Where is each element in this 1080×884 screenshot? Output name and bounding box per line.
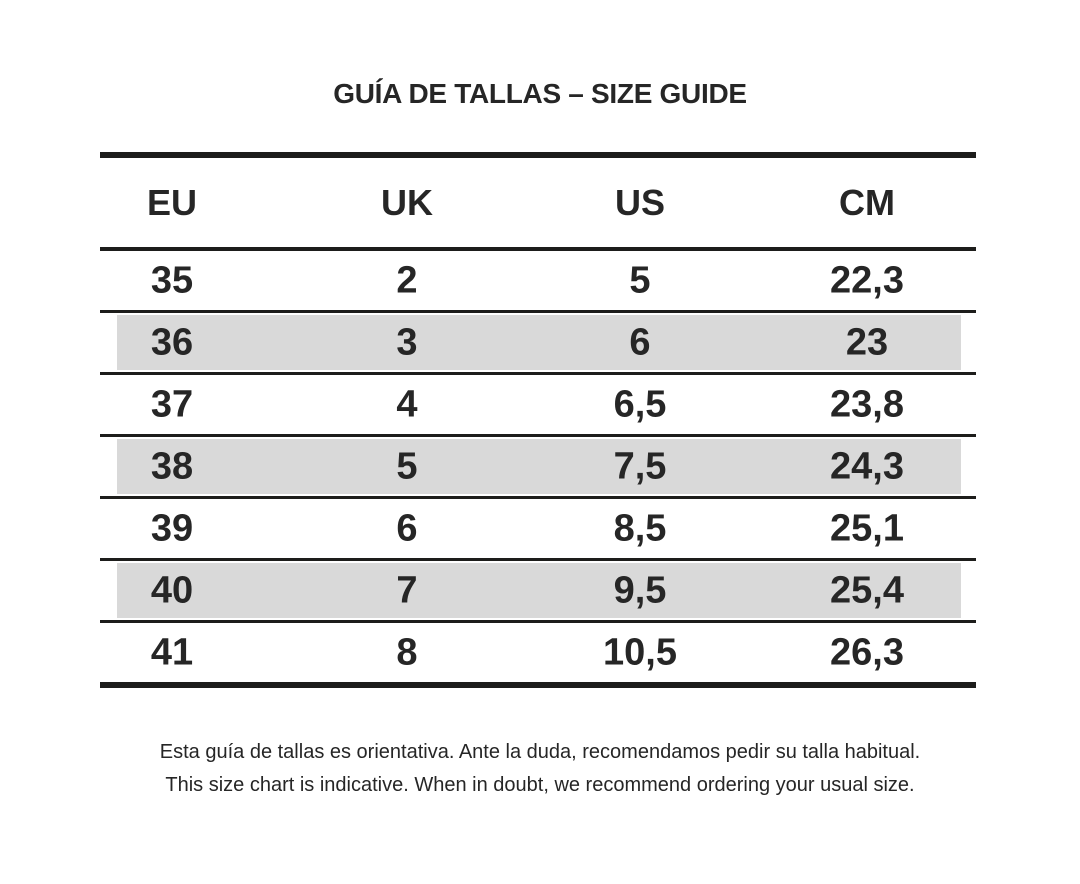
table-top-border xyxy=(100,152,976,158)
cell-eu: 40 xyxy=(150,569,194,611)
cell-us: 8,5 xyxy=(613,507,667,549)
size-guide-notes: Esta guía de tallas es orientativa. Ante… xyxy=(0,736,1080,802)
cell-cm: 25,4 xyxy=(830,569,904,611)
cell-us: 5 xyxy=(629,259,651,301)
cell-cm: 25,1 xyxy=(830,507,904,549)
header-cell-cm: CM xyxy=(839,181,895,223)
row-divider xyxy=(100,496,976,499)
table-row: 38 5 7,5 24,3 xyxy=(100,437,976,496)
header-cell-eu: EU xyxy=(146,181,198,223)
cell-cm: 24,3 xyxy=(830,445,904,487)
cell-uk: 7 xyxy=(396,569,418,611)
cell-us: 6 xyxy=(629,321,651,363)
cell-eu: 39 xyxy=(150,507,194,549)
table-row: 39 6 8,5 25,1 xyxy=(100,499,976,558)
cell-uk: 5 xyxy=(396,445,418,487)
header-divider xyxy=(100,247,976,251)
table-row: 40 7 9,5 25,4 xyxy=(100,561,976,620)
cell-us: 6,5 xyxy=(613,383,667,425)
table-row: 37 4 6,5 23,8 xyxy=(100,375,976,434)
table-row: 35 2 5 22,3 xyxy=(100,251,976,310)
size-guide-title: GUÍA DE TALLAS – SIZE GUIDE xyxy=(333,78,747,109)
cell-uk: 2 xyxy=(396,259,418,301)
row-divider xyxy=(100,434,976,437)
table-bottom-border xyxy=(100,682,976,688)
row-divider xyxy=(100,558,976,561)
cell-us: 9,5 xyxy=(613,569,667,611)
cell-us: 7,5 xyxy=(613,445,667,487)
size-guide-note-es: Esta guía de tallas es orientativa. Ante… xyxy=(159,741,921,763)
cell-eu: 36 xyxy=(150,321,194,363)
table-row: 41 8 10,5 26,3 xyxy=(100,623,976,682)
cell-cm: 23 xyxy=(845,321,889,363)
size-table: EU UK US CM 35 2 5 22,3 36 3 6 23 37 4 6… xyxy=(100,152,976,688)
cell-cm: 23,8 xyxy=(830,383,904,425)
row-divider xyxy=(100,372,976,375)
size-table-header: EU UK US CM xyxy=(100,158,976,247)
cell-uk: 8 xyxy=(396,631,418,673)
table-row: 36 3 6 23 xyxy=(100,313,976,372)
cell-cm: 26,3 xyxy=(830,631,904,673)
cell-eu: 37 xyxy=(150,383,194,425)
header-cell-us: US xyxy=(614,181,666,223)
cell-cm: 22,3 xyxy=(830,259,904,301)
cell-uk: 6 xyxy=(396,507,418,549)
cell-uk: 3 xyxy=(396,321,418,363)
cell-eu: 41 xyxy=(150,631,194,673)
cell-eu: 38 xyxy=(150,445,194,487)
cell-uk: 4 xyxy=(396,383,418,425)
cell-us: 10,5 xyxy=(603,631,677,673)
size-guide-note-en: This size chart is indicative. When in d… xyxy=(165,774,915,796)
row-divider xyxy=(100,620,976,623)
row-divider xyxy=(100,310,976,313)
cell-eu: 35 xyxy=(150,259,194,301)
header-cell-uk: UK xyxy=(381,181,433,223)
